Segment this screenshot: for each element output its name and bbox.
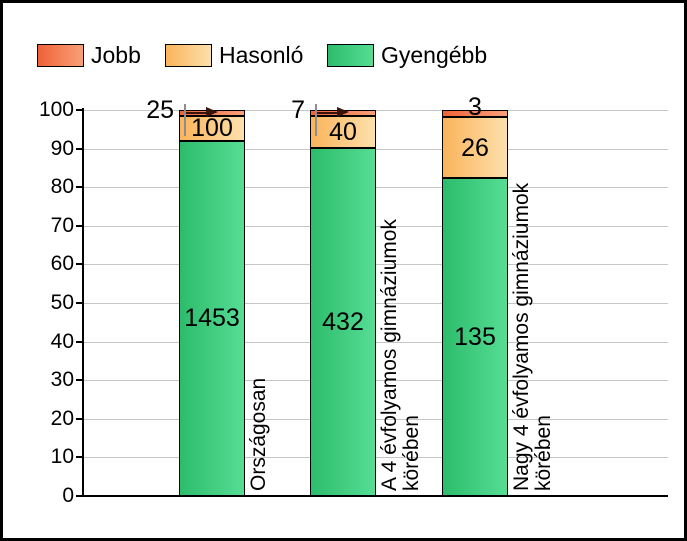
jobb-value-annotation: 7: [291, 96, 305, 124]
y-axis-tick: [76, 379, 82, 382]
annotation-arrow-head-icon: [337, 106, 349, 117]
y-axis-line: [82, 108, 84, 497]
bar-value-gyengebb: 135: [454, 323, 496, 352]
y-axis-tick: [76, 224, 82, 227]
legend-item-jobb: Jobb: [37, 43, 141, 68]
y-axis-tick: [76, 109, 82, 111]
bar-segment-hasonlo: [179, 116, 245, 141]
x-axis-line: [82, 495, 668, 497]
bar-value-hasonlo: 26: [461, 133, 489, 162]
legend-label-jobb: Jobb: [91, 42, 141, 68]
jobb-value-annotation: 25: [146, 96, 174, 124]
annotation-arrow-icon: [317, 111, 337, 114]
jobb-value-annotation: 3: [468, 93, 482, 121]
y-tick-label: 90: [50, 136, 74, 160]
legend-swatch-gyengebb-icon: [327, 44, 374, 67]
annotation-arrow-head-icon: [206, 107, 218, 118]
y-axis-tick: [76, 340, 82, 343]
category-label: Nagy 4 évfolyamos gimnáziumok körében: [510, 182, 555, 491]
y-tick-label: 0: [62, 484, 74, 507]
y-tick-label: 100: [38, 98, 74, 121]
legend-swatch-hasonlo-icon: [165, 44, 212, 67]
annotation-tick: [184, 104, 186, 136]
legend-item-gyengebb: Gyengébb: [327, 43, 487, 68]
y-tick-label: 10: [50, 445, 74, 469]
y-tick-label: 70: [50, 213, 74, 237]
bar-segment-gyengebb: [442, 178, 508, 496]
legend-label-gyengebb: Gyengébb: [381, 42, 488, 68]
bar-segment-hasonlo: [442, 117, 508, 179]
legend-item-hasonlo: Hasonló: [165, 43, 303, 68]
y-axis-tick: [76, 495, 82, 497]
y-tick-label: 80: [50, 175, 74, 199]
y-axis-tick: [76, 147, 82, 150]
annotation-tick: [315, 104, 317, 136]
y-tick-label: 50: [50, 291, 74, 314]
y-tick-label: 60: [50, 252, 74, 276]
bar-segment-gyengebb: [310, 147, 376, 496]
y-axis-tick: [76, 302, 82, 304]
bar-segment-jobb: [442, 110, 508, 118]
bar-value-hasonlo: 40: [329, 117, 357, 146]
bar-value-hasonlo: 100: [191, 114, 233, 143]
bar-segment-hasonlo: [310, 115, 376, 148]
bar-segment-gyengebb: [179, 140, 245, 496]
category-label: A 4 évfolyamos gimnáziumok körében: [378, 219, 423, 491]
legend-label-hasonlo: Hasonló: [219, 42, 304, 68]
y-axis-tick: [76, 456, 82, 459]
y-tick-label: 30: [50, 368, 74, 392]
bar-value-gyengebb: 432: [322, 307, 364, 336]
bar-value-gyengebb: 1453: [184, 304, 240, 333]
y-tick-label: 20: [50, 406, 74, 430]
annotation-arrow-icon: [186, 112, 206, 115]
category-label: Országosan: [247, 377, 270, 491]
y-tick-label: 40: [50, 329, 74, 353]
y-axis-tick: [76, 186, 82, 189]
y-axis-tick: [76, 263, 82, 266]
legend-swatch-jobb-icon: [37, 44, 84, 67]
y-axis-tick: [76, 417, 82, 420]
